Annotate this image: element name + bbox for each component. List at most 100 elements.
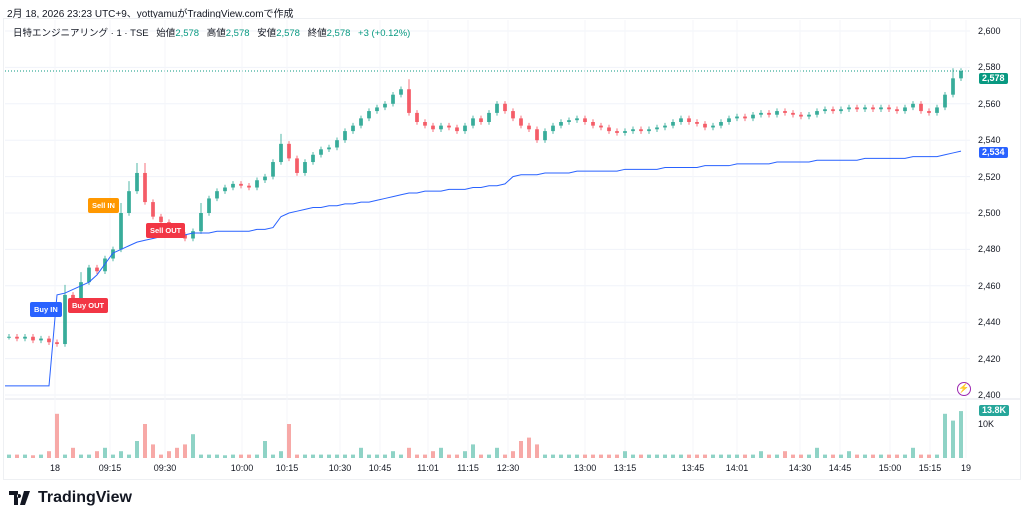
volume-bar (567, 454, 571, 458)
candle (239, 183, 243, 186)
candle (431, 125, 435, 130)
candle (383, 103, 387, 108)
volume-bar (407, 447, 411, 458)
volume-bar (31, 455, 35, 458)
volume-bar (631, 454, 635, 458)
candle (231, 183, 235, 188)
candle (647, 129, 651, 132)
candle (567, 120, 571, 122)
candle (447, 125, 451, 128)
volume-bar (663, 454, 667, 458)
volume-bar (335, 454, 339, 458)
candle (39, 338, 43, 341)
price-tick-label: 2,420 (978, 353, 1001, 364)
volume-bar (431, 451, 435, 458)
candle (959, 71, 963, 79)
volume-bar (943, 413, 947, 458)
candle (183, 234, 187, 239)
candle (823, 109, 827, 112)
sell-out-marker[interactable]: Sell OUT (146, 223, 186, 238)
volume-bar (719, 454, 723, 458)
candle (367, 111, 371, 119)
volume-bar (359, 447, 363, 458)
change-value: +3 (+0.12%) (358, 28, 411, 39)
price-tick-label: 2,580 (978, 62, 1001, 73)
volume-bar (119, 451, 123, 458)
candle (311, 154, 315, 163)
time-tick-label: 09:15 (98, 463, 122, 473)
sell-in-marker[interactable]: Sell IN (88, 198, 119, 213)
candle (327, 147, 331, 150)
volume-bar (183, 444, 187, 458)
price-tick-label: 2,600 (978, 26, 1001, 36)
volume-bar (111, 454, 115, 458)
candle (487, 112, 491, 122)
candle (591, 122, 595, 126)
candle (895, 109, 899, 112)
volume-bar (15, 454, 19, 458)
candle (847, 107, 851, 110)
volume-bar (63, 454, 67, 458)
volume-bar (135, 441, 139, 458)
symbol-legend: 日特エンジニアリング · 1 · TSE 始値2,578 高値2,578 安値2… (13, 25, 410, 39)
volume-bar (375, 454, 379, 458)
price-tick-label: 2,400 (978, 390, 1001, 400)
candle (623, 131, 627, 133)
volume-bar (487, 454, 491, 458)
candle (343, 131, 347, 141)
volume-bar (239, 454, 243, 458)
candle (319, 149, 323, 155)
candle (607, 127, 611, 132)
candle (391, 94, 395, 104)
volume-bar (207, 454, 211, 458)
candle (711, 125, 715, 128)
candle (151, 202, 155, 217)
volume-bar (927, 454, 931, 458)
candle (207, 198, 211, 213)
candle (295, 158, 299, 173)
volume-bar (327, 454, 331, 458)
volume-bar (887, 454, 891, 458)
volume-bar (687, 454, 691, 458)
volume-bar (279, 451, 283, 458)
time-tick-label: 15:00 (878, 463, 902, 473)
candle (583, 118, 587, 122)
volume-bar (551, 454, 555, 458)
candle (503, 103, 507, 112)
candle (279, 143, 283, 163)
buy-out-marker[interactable]: Buy OUT (68, 298, 109, 313)
time-tick-label: 14:45 (828, 463, 852, 473)
candle (719, 122, 723, 126)
candle (935, 107, 939, 113)
volume-bar (223, 455, 227, 458)
volume-bar (143, 424, 147, 458)
low-label: 安値 (257, 28, 277, 39)
candle (359, 118, 363, 126)
candle (799, 114, 803, 117)
candle (839, 109, 843, 112)
time-tick-label: 13:45 (681, 463, 705, 473)
volume-bar (215, 454, 219, 458)
volume-bar (511, 451, 515, 458)
volume-bar (39, 454, 43, 458)
buy-in-marker[interactable]: Buy IN (30, 302, 62, 317)
candle (815, 111, 819, 115)
volume-bar (919, 454, 923, 458)
candle (679, 118, 683, 122)
candle (655, 127, 659, 130)
volume-bar (615, 454, 619, 458)
candle (767, 112, 771, 115)
lightning-icon[interactable]: ⚡ (957, 382, 971, 396)
candle (671, 122, 675, 126)
time-tick-label: 19 (960, 463, 972, 473)
candle (599, 125, 603, 128)
tradingview-logo[interactable]: TradingView (9, 489, 132, 507)
candle (543, 131, 547, 141)
volume-bar (903, 454, 907, 458)
volume-bar (455, 454, 459, 458)
candle (871, 107, 875, 110)
volume-bar (103, 447, 107, 458)
volume-bar (599, 454, 603, 458)
candle (399, 89, 403, 95)
